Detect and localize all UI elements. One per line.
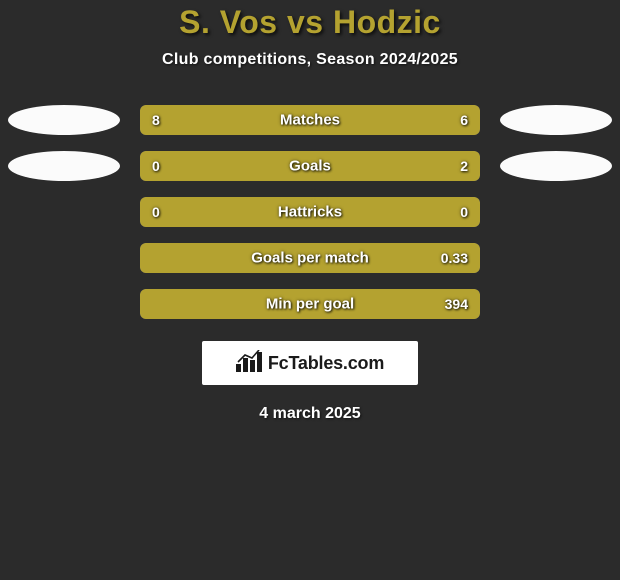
stat-bar: 0 Hattricks 0 [140,197,480,227]
bar-fill-left [140,151,208,181]
stat-label: Hattricks [278,204,342,221]
stat-bar: Min per goal 394 [140,289,480,319]
stat-label: Matches [280,112,340,129]
stat-value-right: 6 [460,112,468,128]
player-avatar-right [500,151,612,181]
stat-value-right: 0 [460,204,468,220]
stat-row: 8 Matches 6 [0,105,620,135]
stat-value-right: 2 [460,158,468,174]
stat-label: Min per goal [266,296,354,313]
stat-value-left: 0 [152,158,160,174]
date-text: 4 march 2025 [0,405,620,423]
branding-badge[interactable]: FcTables.com [202,341,418,385]
stat-value-left: 0 [152,204,160,220]
page-title: S. Vos vs Hodzic [0,4,620,41]
bar-chart-icon [236,350,262,377]
bar-fill-right [334,105,480,135]
comparison-widget: S. Vos vs Hodzic Club competitions, Seas… [0,0,620,423]
stat-row: 0 Hattricks 0 [0,197,620,227]
player-avatar-left [8,105,120,135]
player-avatar-right [500,105,612,135]
stat-label: Goals [289,158,331,175]
stat-label: Goals per match [251,250,369,267]
branding-text: FcTables.com [268,353,384,374]
stat-rows: 8 Matches 6 0 Goals 2 0 Hattricks 0 Goals per mat… [0,105,620,319]
stat-value-right: 0.33 [441,250,468,266]
player-avatar-left [8,151,120,181]
stat-bar: 0 Goals 2 [140,151,480,181]
stat-value-right: 394 [445,296,468,312]
stat-row: Min per goal 394 [0,289,620,319]
stat-value-left: 8 [152,112,160,128]
stat-bar: 8 Matches 6 [140,105,480,135]
stat-bar: Goals per match 0.33 [140,243,480,273]
stat-row: 0 Goals 2 [0,151,620,181]
stat-row: Goals per match 0.33 [0,243,620,273]
page-subtitle: Club competitions, Season 2024/2025 [0,51,620,69]
bar-fill-right [208,151,480,181]
